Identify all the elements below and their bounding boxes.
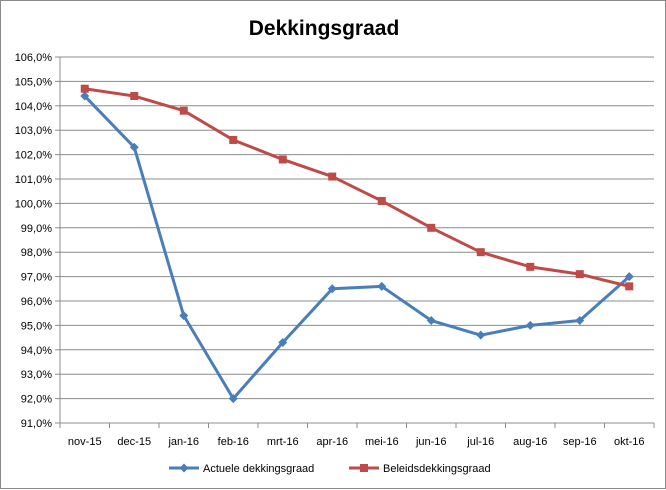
- legend-label: Actuele dekkingsgraad: [203, 463, 314, 475]
- y-tick-label: 96,0%: [21, 296, 52, 308]
- y-tick-label: 91,0%: [21, 418, 52, 430]
- data-point-diamond: [525, 320, 535, 330]
- y-tick-label: 101,0%: [15, 174, 53, 186]
- y-axis-ticks: 91,0% 92,0% 93,0% 94,0% 95,0% 96,0% 97,0% 98,0%…: [15, 52, 53, 430]
- data-point-square: [427, 223, 436, 232]
- legend-item: Actuele dekkingsgraad: [169, 463, 314, 475]
- legend: Actuele dekkingsgraad Beleidsdekkingsgraa…: [169, 463, 491, 475]
- x-tick-label: aug-16: [513, 436, 547, 448]
- y-tick-label: 94,0%: [21, 345, 52, 357]
- axes: [55, 56, 655, 428]
- data-point-diamond: [426, 316, 436, 326]
- y-tick-label: 95,0%: [21, 320, 52, 332]
- data-point-diamond: [228, 394, 238, 404]
- data-point-diamond: [476, 330, 486, 340]
- x-tick-label: jan-16: [167, 436, 199, 448]
- data-point-square: [476, 248, 485, 257]
- y-tick-label: 97,0%: [21, 272, 52, 284]
- data-point-square: [328, 172, 337, 181]
- data-point-square: [377, 196, 386, 205]
- data-point-square: [229, 135, 238, 144]
- series-group: [80, 84, 634, 404]
- x-tick-label: feb-16: [218, 436, 249, 448]
- series-line: [83, 94, 631, 401]
- data-point-diamond: [624, 272, 634, 282]
- x-tick-label: sep-16: [563, 436, 597, 448]
- data-point-square: [575, 270, 584, 279]
- x-tick-label: dec-15: [117, 436, 151, 448]
- legend-marker-square: [360, 464, 368, 472]
- y-tick-label: 92,0%: [21, 394, 52, 406]
- data-point-square: [526, 262, 535, 271]
- x-tick-label: okt-16: [614, 436, 645, 448]
- x-tick-label: jun-16: [415, 436, 447, 448]
- data-point-diamond: [327, 284, 337, 294]
- y-tick-label: 106,0%: [15, 52, 53, 64]
- series-2: [80, 84, 634, 291]
- data-point-diamond: [129, 142, 139, 152]
- data-point-square: [278, 155, 287, 164]
- data-point-diamond: [278, 337, 288, 347]
- data-point-diamond: [179, 311, 189, 321]
- series-1: [80, 91, 634, 404]
- series-line: [84, 87, 630, 288]
- x-tick-label: mrt-16: [267, 436, 299, 448]
- y-tick-label: 104,0%: [15, 101, 53, 113]
- y-tick-label: 105,0%: [15, 76, 53, 88]
- data-point-diamond: [575, 316, 585, 326]
- y-tick-label: 99,0%: [21, 223, 52, 235]
- chart-title: Dekkingsgraad: [249, 17, 400, 40]
- x-axis-ticks: nov-15 dec-15 jan-16 feb-16 mrt-16 apr-16 mei-…: [68, 436, 645, 448]
- x-tick-label: jul-16: [466, 436, 494, 448]
- legend-item: Beleidsdekkingsgraad: [349, 463, 491, 475]
- legend-marker-diamond: [179, 463, 189, 473]
- data-point-square: [80, 84, 89, 93]
- y-tick-label: 93,0%: [21, 369, 52, 381]
- y-tick-label: 103,0%: [15, 125, 53, 137]
- gridlines: [60, 56, 654, 400]
- x-tick-label: nov-15: [68, 436, 102, 448]
- x-tick-label: apr-16: [316, 436, 348, 448]
- y-tick-label: 98,0%: [21, 247, 52, 259]
- legend-label: Beleidsdekkingsgraad: [383, 463, 491, 475]
- data-point-square: [130, 92, 139, 101]
- y-tick-label: 100,0%: [15, 198, 53, 210]
- y-tick-label: 102,0%: [15, 150, 53, 162]
- data-point-diamond: [80, 91, 90, 101]
- data-point-diamond: [377, 281, 387, 291]
- data-point-square: [179, 106, 188, 115]
- x-tick-label: mei-16: [365, 436, 399, 448]
- data-point-square: [625, 282, 634, 291]
